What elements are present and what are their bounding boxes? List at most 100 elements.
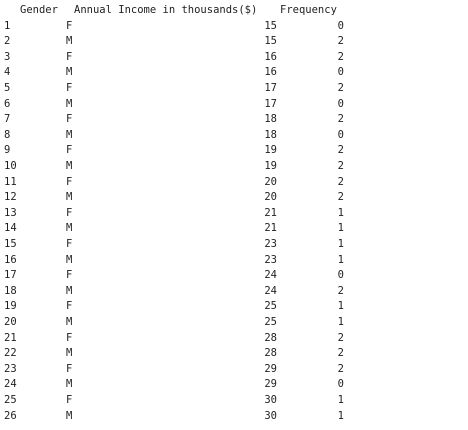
row-index: 12	[4, 191, 17, 204]
row-index: 7	[4, 113, 11, 126]
cell-gender: F	[66, 113, 73, 126]
cell-frequency: 1	[337, 409, 344, 422]
table-row: 11 F 20 2	[0, 175, 468, 190]
row-index: 25	[4, 393, 17, 406]
row-index: 26	[4, 409, 17, 422]
cell-income: 23	[264, 253, 277, 266]
cell-income: 24	[264, 269, 277, 282]
cell-income: 28	[264, 347, 277, 360]
row-index: 17	[4, 269, 17, 282]
row-index: 1	[4, 19, 11, 32]
cell-income: 25	[264, 315, 277, 328]
cell-gender: M	[66, 315, 73, 328]
cell-income: 23	[264, 237, 277, 250]
table-row: 9 F 19 2	[0, 143, 468, 158]
cell-income: 19	[264, 159, 277, 172]
cell-income: 25	[264, 300, 277, 313]
cell-gender: F	[66, 331, 73, 344]
cell-gender: F	[66, 144, 73, 157]
table-row: 6 M 17 0	[0, 97, 468, 112]
cell-gender: F	[66, 393, 73, 406]
row-index: 23	[4, 362, 17, 375]
table-row: 18 M 24 2	[0, 284, 468, 299]
cell-gender: M	[66, 347, 73, 360]
cell-gender: M	[66, 222, 73, 235]
cell-frequency: 2	[337, 35, 344, 48]
cell-frequency: 2	[337, 331, 344, 344]
table-row: 2 M 15 2	[0, 34, 468, 49]
cell-frequency: 0	[337, 378, 344, 391]
cell-frequency: 0	[337, 19, 344, 32]
cell-frequency: 2	[337, 191, 344, 204]
row-index: 8	[4, 128, 11, 141]
row-index: 20	[4, 315, 17, 328]
cell-income: 21	[264, 222, 277, 235]
cell-frequency: 2	[337, 175, 344, 188]
row-index: 10	[4, 159, 17, 172]
cell-income: 20	[264, 191, 277, 204]
cell-frequency: 0	[337, 128, 344, 141]
table-row: 3 F 16 2	[0, 50, 468, 65]
cell-frequency: 2	[337, 362, 344, 375]
cell-gender: F	[66, 81, 73, 94]
table-row: 17 F 24 0	[0, 268, 468, 283]
cell-gender: F	[66, 237, 73, 250]
row-index: 18	[4, 284, 17, 297]
cell-income: 30	[264, 409, 277, 422]
table-row: 23 F 29 2	[0, 362, 468, 377]
cell-gender: F	[66, 269, 73, 282]
cell-frequency: 2	[337, 144, 344, 157]
cell-gender: M	[66, 284, 73, 297]
cell-frequency: 0	[337, 269, 344, 282]
cell-frequency: 1	[337, 300, 344, 313]
cell-gender: M	[66, 97, 73, 110]
table-row: 14 M 21 1	[0, 221, 468, 236]
cell-gender: M	[66, 66, 73, 79]
cell-income: 16	[264, 66, 277, 79]
table-row: 1 F 15 0	[0, 19, 468, 34]
cell-income: 16	[264, 50, 277, 63]
cell-income: 24	[264, 284, 277, 297]
cell-frequency: 1	[337, 315, 344, 328]
cell-frequency: 0	[337, 97, 344, 110]
cell-gender: F	[66, 206, 73, 219]
table-row: 15 F 23 1	[0, 237, 468, 252]
row-index: 9	[4, 144, 11, 157]
row-index: 3	[4, 50, 11, 63]
table-header: Gender Annual Income in thousands($) Fre…	[0, 3, 468, 18]
row-index: 15	[4, 237, 17, 250]
header-gender: Gender	[20, 4, 58, 16]
cell-gender: F	[66, 50, 73, 63]
cell-gender: M	[66, 159, 73, 172]
cell-income: 28	[264, 331, 277, 344]
cell-gender: M	[66, 253, 73, 266]
header-income: Annual Income in thousands($)	[74, 4, 258, 16]
table-row: 21 F 28 2	[0, 331, 468, 346]
row-index: 11	[4, 175, 17, 188]
cell-frequency: 2	[337, 159, 344, 172]
row-index: 4	[4, 66, 11, 79]
cell-gender: F	[66, 19, 73, 32]
table-row: 12 M 20 2	[0, 190, 468, 205]
cell-income: 19	[264, 144, 277, 157]
cell-frequency: 0	[337, 66, 344, 79]
row-index: 19	[4, 300, 17, 313]
table-row: 4 M 16 0	[0, 65, 468, 80]
cell-gender: M	[66, 128, 73, 141]
cell-frequency: 1	[337, 393, 344, 406]
cell-income: 15	[264, 35, 277, 48]
cell-income: 30	[264, 393, 277, 406]
row-index: 2	[4, 35, 11, 48]
table-row: 22 M 28 2	[0, 346, 468, 361]
cell-income: 21	[264, 206, 277, 219]
table-row: 10 M 19 2	[0, 159, 468, 174]
cell-income: 17	[264, 81, 277, 94]
cell-frequency: 2	[337, 50, 344, 63]
row-index: 14	[4, 222, 17, 235]
cell-income: 18	[264, 113, 277, 126]
cell-frequency: 1	[337, 237, 344, 250]
row-index: 21	[4, 331, 17, 344]
cell-income: 17	[264, 97, 277, 110]
table-row: 13 F 21 1	[0, 206, 468, 221]
